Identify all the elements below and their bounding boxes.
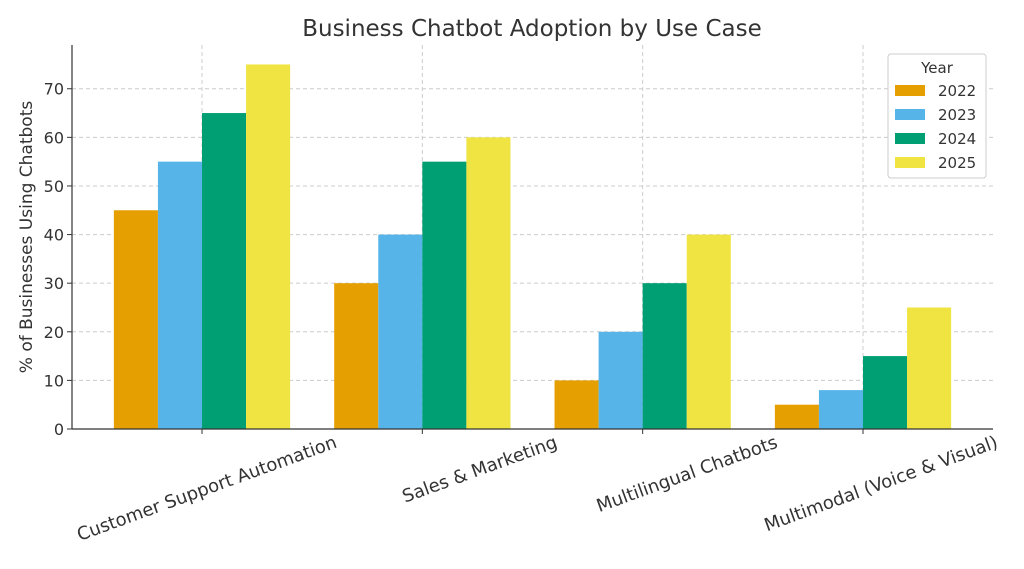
legend-swatch-2025 [895,157,925,168]
bar-2024-3 [863,356,908,429]
legend: Year 2022 2023 2024 2025 [887,53,987,179]
y-tick-label: 40 [44,226,64,245]
bar-2024-0 [201,113,247,430]
bar-2023-1 [378,234,423,429]
legend-swatch-2024 [895,133,925,144]
y-tick-label: 60 [44,128,64,147]
legend-label: 2023 [938,106,976,124]
y-tick-label: 0 [54,420,64,439]
bar-2025-1 [466,137,511,429]
bar-2023-0 [157,161,202,429]
bar-2025-2 [686,234,731,429]
x-tick-label: Multimodal (Voice & Visual) [762,432,1001,536]
legend-swatch-2023 [895,109,925,120]
bar-2025-0 [246,64,291,429]
legend-label: 2022 [938,82,976,100]
bar-2022-2 [554,380,599,429]
legend-swatch-2022 [895,85,925,96]
bar-2025-3 [907,307,952,429]
bar-2022-1 [334,283,379,429]
y-tick-label: 70 [44,80,64,99]
bar-2023-3 [818,390,864,429]
y-axis-label: % of Businesses Using Chatbots [17,101,37,374]
bar-2022-3 [774,404,819,429]
x-tick-label: Multilingual Chatbots [594,432,781,517]
y-tick-label: 20 [44,323,64,342]
x-tick-label: Sales & Marketing [400,432,560,508]
bar-2024-2 [642,283,687,429]
legend-title: Year [920,59,954,77]
y-tick-label: 30 [44,274,64,293]
x-tick-label: Customer Support Automation [74,432,339,546]
chart-title: Business Chatbot Adoption by Use Case [302,16,762,42]
bar-2022-0 [113,210,158,429]
bars [113,64,952,430]
bar-2024-1 [422,161,467,429]
bar-2023-2 [598,331,643,429]
y-tick-label: 50 [44,177,64,196]
y-tick-label: 10 [44,371,64,390]
legend-label: 2024 [938,130,976,148]
legend-label: 2025 [938,154,976,172]
